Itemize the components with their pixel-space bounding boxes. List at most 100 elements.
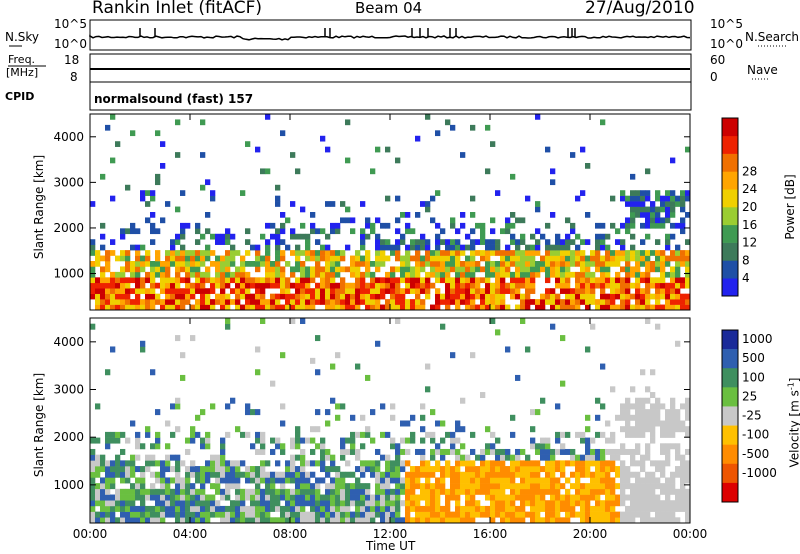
- nsky-strip: [89, 19, 692, 51]
- heatmap-cell: [405, 250, 411, 256]
- heatmap-cell: [175, 494, 181, 501]
- heatmap-cell: [445, 271, 451, 278]
- heatmap-cell: [105, 369, 111, 376]
- heatmap-cell: [290, 460, 296, 467]
- heatmap-cell: [610, 195, 616, 202]
- heatmap-cell: [295, 168, 301, 175]
- heatmap-cell: [145, 288, 151, 294]
- heatmap-cell: [275, 228, 281, 235]
- heatmap-cell: [465, 261, 471, 267]
- heatmap-cell: [470, 304, 476, 311]
- heatmap-cell: [425, 494, 431, 501]
- heatmap-cell: [440, 255, 446, 262]
- heatmap-cell: [665, 261, 671, 267]
- heatmap-cell: [425, 255, 431, 262]
- heatmap-cell: [675, 304, 681, 311]
- heatmap-cell: [280, 517, 286, 524]
- heatmap-cell: [150, 239, 156, 245]
- heatmap-cell: [175, 460, 181, 467]
- heatmap-cell: [390, 471, 396, 478]
- heatmap-cell: [140, 505, 146, 512]
- heatmap-cell: [585, 261, 591, 267]
- heatmap-cell: [205, 179, 211, 186]
- heatmap-cell: [390, 488, 396, 495]
- heatmap-cell: [185, 500, 191, 507]
- heatmap-cell: [470, 195, 476, 202]
- heatmap-cell: [335, 255, 341, 262]
- heatmap-cell: [335, 466, 341, 473]
- heatmap-cell: [455, 454, 461, 461]
- heatmap-cell: [680, 277, 686, 284]
- heatmap-cell: [655, 517, 661, 524]
- heatmap-cell: [560, 239, 566, 245]
- heatmap-cell: [445, 277, 451, 284]
- heatmap-cell: [500, 288, 506, 294]
- heatmap-cell: [625, 195, 631, 202]
- heatmap-cell: [520, 217, 526, 224]
- heatmap-cell: [350, 511, 356, 518]
- heatmap-cell: [320, 277, 326, 284]
- heatmap-cell: [110, 431, 116, 438]
- heatmap-cell: [395, 488, 401, 495]
- heatmap-cell: [320, 505, 326, 512]
- heatmap-cell: [510, 454, 516, 461]
- heatmap-cell: [175, 255, 181, 262]
- heatmap-cell: [540, 466, 546, 473]
- heatmap-cell: [630, 293, 636, 300]
- heatmap-cell: [155, 261, 161, 267]
- heatmap-cell: [115, 271, 121, 278]
- heatmap-cell: [380, 239, 386, 245]
- heatmap-cell: [640, 190, 646, 196]
- heatmap-cell: [160, 277, 166, 284]
- heatmap-cell: [405, 277, 411, 284]
- heatmap-cell: [170, 261, 176, 267]
- heatmap-cell: [105, 471, 111, 478]
- heatmap-cell: [280, 494, 286, 501]
- heatmap-cell: [560, 466, 566, 473]
- heatmap-cell: [595, 250, 601, 256]
- heatmap-cell: [175, 304, 181, 311]
- heatmap-cell: [180, 304, 186, 311]
- heatmap-cell: [685, 517, 691, 524]
- heatmap-cell: [620, 500, 626, 507]
- heatmap-cell: [215, 500, 221, 507]
- heatmap-cell: [680, 304, 686, 311]
- heatmap-cell: [520, 304, 526, 311]
- heatmap-cell: [495, 277, 501, 284]
- heatmap-cell: [440, 277, 446, 284]
- heatmap-cell: [400, 460, 406, 467]
- heatmap-cell: [635, 403, 641, 410]
- heatmap-cell: [320, 517, 326, 524]
- heatmap-cell: [615, 228, 621, 235]
- heatmap-cell: [495, 477, 501, 484]
- heatmap-cell: [125, 261, 131, 267]
- heatmap-cell: [225, 505, 231, 512]
- heatmap-cell: [520, 277, 526, 284]
- heatmap-cell: [680, 190, 686, 196]
- heatmap-cell: [640, 409, 646, 416]
- heatmap-cell: [610, 431, 616, 438]
- heatmap-cell: [380, 505, 386, 512]
- heatmap-cell: [285, 488, 291, 495]
- heatmap-cell: [490, 494, 496, 501]
- heatmap-cell: [540, 477, 546, 484]
- heatmap-cell: [380, 454, 386, 461]
- heatmap-cell: [315, 500, 321, 507]
- heatmap-cell: [465, 454, 471, 461]
- heatmap-cell: [380, 293, 386, 300]
- heatmap-cell: [435, 130, 441, 137]
- heatmap-cell: [445, 244, 451, 251]
- heatmap-cell: [650, 471, 656, 478]
- heatmap-cell: [665, 500, 671, 507]
- heatmap-cell: [415, 299, 421, 305]
- heatmap-cell: [580, 239, 586, 245]
- heatmap-cell: [565, 239, 571, 245]
- heatmap-cell: [190, 293, 196, 300]
- heatmap-cell: [670, 420, 676, 427]
- heatmap-cell: [505, 282, 511, 289]
- heatmap-cell: [190, 505, 196, 512]
- heatmap-cell: [100, 460, 106, 467]
- heatmap-cell: [620, 266, 626, 273]
- heatmap-cell: [270, 471, 276, 478]
- heatmap-cell: [435, 517, 441, 524]
